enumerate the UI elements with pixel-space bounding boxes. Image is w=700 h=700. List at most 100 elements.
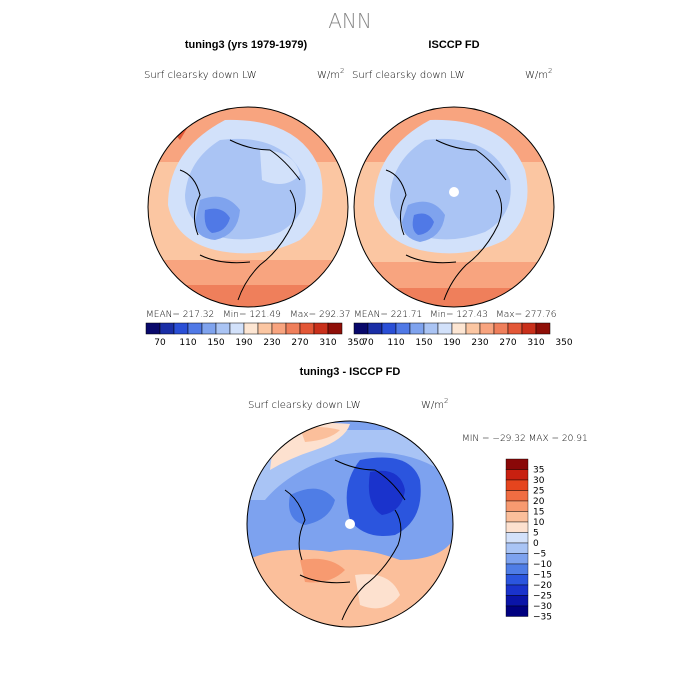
panel-model: tuning3 (yrs 1979-1979) Surf clearsky do… xyxy=(144,39,365,348)
panel-diff-field xyxy=(247,422,453,627)
panel-model-title: tuning3 (yrs 1979-1979) xyxy=(185,39,308,51)
panel-obs-min: Min= 127.43 xyxy=(430,310,488,320)
panel-model-colorbar-swatch-10 xyxy=(285,322,301,335)
panel-diff-colorbar-tick-0: 35 xyxy=(533,466,544,476)
panel-model-colorbar-swatch-1 xyxy=(159,322,175,335)
panel-obs-colorbar-swatch-1 xyxy=(367,322,383,335)
panel-obs-colorbar-tick-4: 230 xyxy=(471,338,488,348)
panel-diff-colorbar-swatch-2 xyxy=(505,479,529,491)
panel-model-colorbar-swatch-8 xyxy=(257,322,273,335)
panel-model-colorbar-swatch-13 xyxy=(327,322,343,335)
panel-obs-colorbar-swatch-8 xyxy=(465,322,481,335)
panel-obs-cold-core xyxy=(412,213,434,235)
panel-model-field xyxy=(148,107,348,307)
panel-diff-colorbar-swatch-14 xyxy=(505,605,529,617)
panel-diff-colorbar-tick-5: 10 xyxy=(533,518,545,528)
panel-diff-warm-south-weak xyxy=(355,574,400,609)
panel-model-units-base: W/m xyxy=(317,70,340,81)
panel-diff-colorbar-tick-9: −10 xyxy=(533,560,552,570)
panel-obs-pole-hole xyxy=(449,187,459,197)
panel-obs-colorbar-swatch-0 xyxy=(353,322,369,335)
panel-diff-cold-core-inner xyxy=(368,470,405,515)
panel-diff-title: tuning3 - ISCCP FD xyxy=(300,366,401,378)
panel-model-colorbar-tick-2: 150 xyxy=(207,338,224,348)
panel-diff-colorbar-tick-11: −20 xyxy=(533,581,552,591)
panel-diff-colorbar-swatch-8 xyxy=(505,542,529,554)
panel-obs-colorbar-tick-7: 350 xyxy=(555,338,572,348)
panel-model-colorbar-swatch-4 xyxy=(201,322,217,335)
panel-model-colorbar-swatch-5 xyxy=(215,322,231,335)
panel-diff-units-exp: 2 xyxy=(444,397,448,405)
panel-obs-colorbar-tick-1: 110 xyxy=(387,338,404,348)
panel-model-cold-core xyxy=(204,208,230,233)
panel-obs-colorbar-swatch-7 xyxy=(451,322,467,335)
panel-model-colorbar-tick-4: 230 xyxy=(263,338,280,348)
panel-diff-colorbar-swatch-7 xyxy=(505,532,529,544)
panel-model-colorbar-swatch-7 xyxy=(243,322,259,335)
panel-obs-colorbar-tick-0: 70 xyxy=(362,338,374,348)
panel-diff-minmax: MIN = −29.32 MAX = 20.91 xyxy=(462,434,588,444)
panel-model-map-border xyxy=(147,106,349,308)
panel-diff-colorbar-tick-14: −35 xyxy=(533,613,552,623)
panel-diff-warm-south xyxy=(247,540,453,627)
panel-obs-colorbar-swatch-3 xyxy=(395,322,411,335)
panel-diff-colorbar-tick-3: 20 xyxy=(533,497,545,507)
panel-obs-colorbar-swatch-9 xyxy=(479,322,495,335)
panel-model-band-south-warm xyxy=(148,285,348,307)
panel-model-colorbar-tick-1: 110 xyxy=(179,338,196,348)
panel-diff-warm-north-strong xyxy=(300,426,340,442)
panel-model-colorbar-swatch-11 xyxy=(299,322,315,335)
panel-diff-colorbar-tick-12: −25 xyxy=(533,592,552,602)
panel-obs-colorbar-swatch-13 xyxy=(535,322,551,335)
panel-obs-coastlines xyxy=(385,139,507,301)
panel-diff-colorbar-swatch-13 xyxy=(505,595,529,607)
panel-obs-units-base: W/m xyxy=(525,70,548,81)
panel-obs-colorbar-swatch-11 xyxy=(507,322,523,335)
panel-diff-colorbar-swatch-4 xyxy=(505,500,529,512)
panel-obs-mean: MEAN= 221.71 xyxy=(354,310,422,320)
panel-diff-colorbar-swatch-1 xyxy=(505,469,529,481)
panel-model-colorbar-tick-6: 310 xyxy=(319,338,336,348)
panel-model-colorbar-swatch-9 xyxy=(271,322,287,335)
panel-obs-colorbar-swatch-5 xyxy=(423,322,439,335)
panel-model-max: Max= 292.37 xyxy=(290,310,351,320)
panel-obs: ISCCP FD Surf clearsky down LW W/m2 MEAN… xyxy=(352,39,573,348)
panel-model-colorbar-swatch-3 xyxy=(187,322,203,335)
panel-obs-colorbar: 70 110 150 190 230 270 310 350 xyxy=(353,322,573,348)
panel-model-colorbar-tick-7: 350 xyxy=(347,338,364,348)
panel-model-variable: Surf clearsky down LW xyxy=(144,70,257,81)
figure-title: ANN xyxy=(328,9,372,33)
panel-diff-colorbar-swatch-11 xyxy=(505,574,529,586)
panel-obs-variable: Surf clearsky down LW xyxy=(352,70,465,81)
panel-obs-units-exp: 2 xyxy=(548,67,552,75)
panel-diff-colorbar-tick-2: 25 xyxy=(533,487,544,497)
panel-obs-colorbar-tick-3: 190 xyxy=(443,338,460,348)
panel-obs-max: Max= 277.76 xyxy=(496,310,557,320)
panel-diff-colorbar-swatch-3 xyxy=(505,490,529,502)
panel-diff-colorbar-swatch-9 xyxy=(505,553,529,565)
panel-diff-colorbar-tick-8: −5 xyxy=(533,550,546,560)
panel-model-colorbar-swatch-12 xyxy=(313,322,329,335)
panel-diff-units: W/m2 xyxy=(421,397,448,411)
panel-obs-colorbar-swatch-10 xyxy=(493,322,509,335)
panel-diff-colorbar-swatch-0 xyxy=(505,458,529,470)
panel-diff-colorbar-tick-10: −15 xyxy=(533,571,552,581)
panel-diff-colorbar-swatch-5 xyxy=(505,511,529,523)
panel-obs-colorbar-tick-6: 310 xyxy=(527,338,544,348)
panel-obs-colorbar-swatch-12 xyxy=(521,322,537,335)
panel-model-units-exp: 2 xyxy=(340,67,344,75)
panel-obs-colorbar-tick-2: 150 xyxy=(415,338,432,348)
panel-model-cold-arctic xyxy=(260,150,300,184)
panel-model-colorbar-swatch-6 xyxy=(229,322,245,335)
panel-diff-colorbar-tick-7: 0 xyxy=(533,539,539,549)
panel-obs-colorbar-swatch-2 xyxy=(381,322,397,335)
panel-diff: tuning3 - ISCCP FD Surf clearsky down LW… xyxy=(246,366,588,628)
panel-obs-field xyxy=(354,107,554,307)
panel-model-colorbar-tick-0: 70 xyxy=(154,338,166,348)
panel-model-colorbar-tick-3: 190 xyxy=(235,338,252,348)
panel-diff-colorbar-swatch-12 xyxy=(505,584,529,596)
panel-obs-title: ISCCP FD xyxy=(428,39,479,51)
panel-model-coastlines xyxy=(179,139,301,301)
